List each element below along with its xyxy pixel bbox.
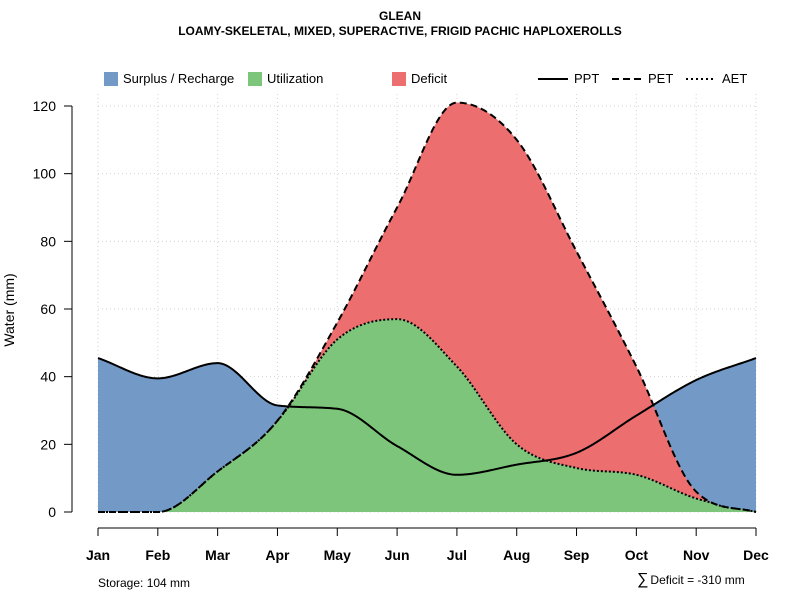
storage-note: Storage: 104 mm bbox=[98, 576, 191, 590]
area-fills bbox=[98, 102, 756, 513]
area-utilization-base bbox=[98, 406, 756, 512]
x-tick-label: Apr bbox=[265, 547, 290, 563]
legend-item-surplus: Surplus / Recharge bbox=[104, 71, 234, 86]
axes: 0 20 40 60 80 100 120 Jan Feb Mar Apr May Jun Jul Aug S… bbox=[33, 98, 769, 563]
legend-item-deficit: Deficit bbox=[392, 71, 447, 86]
legend-label-ppt: PPT bbox=[574, 71, 600, 86]
y-tick-label: 0 bbox=[48, 504, 56, 520]
total-deficit-label: Deficit = -310 mm bbox=[650, 573, 745, 587]
dotted-line-key bbox=[686, 77, 716, 80]
y-tick-label: 60 bbox=[40, 301, 56, 317]
x-tick-label: Dec bbox=[743, 547, 769, 563]
area-deficit bbox=[98, 102, 756, 513]
legend-item-aet: AET bbox=[686, 71, 747, 86]
legend-label-utilization: Utilization bbox=[267, 71, 324, 86]
surplus-swatch bbox=[104, 71, 118, 86]
legend-label-surplus: Surplus / Recharge bbox=[123, 71, 235, 86]
total-deficit-note: ∑ Deficit = -310 mm bbox=[637, 571, 745, 589]
solid-line-key bbox=[538, 77, 568, 80]
legend-item-utilization: Utilization bbox=[248, 71, 323, 86]
x-tick-label: Sep bbox=[564, 547, 590, 563]
y-axis-title: Water (mm) bbox=[1, 273, 17, 346]
legend-item-pet: PET bbox=[612, 71, 673, 86]
x-tick-label: Feb bbox=[145, 547, 170, 563]
y-tick-label: 80 bbox=[40, 233, 56, 249]
x-tick-label: Oct bbox=[625, 547, 649, 563]
x-tick-label: Aug bbox=[503, 547, 530, 563]
sigma-icon: ∑ bbox=[637, 571, 649, 588]
legend-label-aet: AET bbox=[722, 71, 748, 86]
dashed-line-key bbox=[612, 77, 642, 80]
area-utilization bbox=[98, 319, 756, 512]
x-tick-label: Mar bbox=[205, 547, 230, 563]
x-tick-label: May bbox=[324, 547, 351, 563]
series-line-aet bbox=[98, 318, 757, 513]
legend-label-pet: PET bbox=[648, 71, 674, 86]
y-tick-label: 20 bbox=[40, 436, 56, 452]
x-tick-label: Jul bbox=[447, 547, 467, 563]
x-tick-label: Jan bbox=[86, 547, 110, 563]
chart-subtitle: LOAMY-SKELETAL, MIXED, SUPERACTIVE, FRIG… bbox=[178, 24, 622, 38]
deficit-swatch bbox=[392, 71, 406, 86]
series-lines bbox=[97, 101, 757, 513]
series-line-pet bbox=[98, 101, 757, 513]
y-tick-label: 120 bbox=[33, 98, 57, 114]
utilization-swatch bbox=[248, 71, 262, 86]
chart-title: GLEAN bbox=[379, 9, 421, 23]
legend-item-ppt: PPT bbox=[538, 71, 599, 86]
x-tick-label: Nov bbox=[683, 547, 710, 563]
legend-label-deficit: Deficit bbox=[411, 71, 448, 86]
y-tick-label: 100 bbox=[33, 166, 57, 182]
series-line-ppt bbox=[97, 357, 757, 476]
x-tick-label: Jun bbox=[385, 547, 410, 563]
y-tick-label: 40 bbox=[40, 369, 56, 385]
